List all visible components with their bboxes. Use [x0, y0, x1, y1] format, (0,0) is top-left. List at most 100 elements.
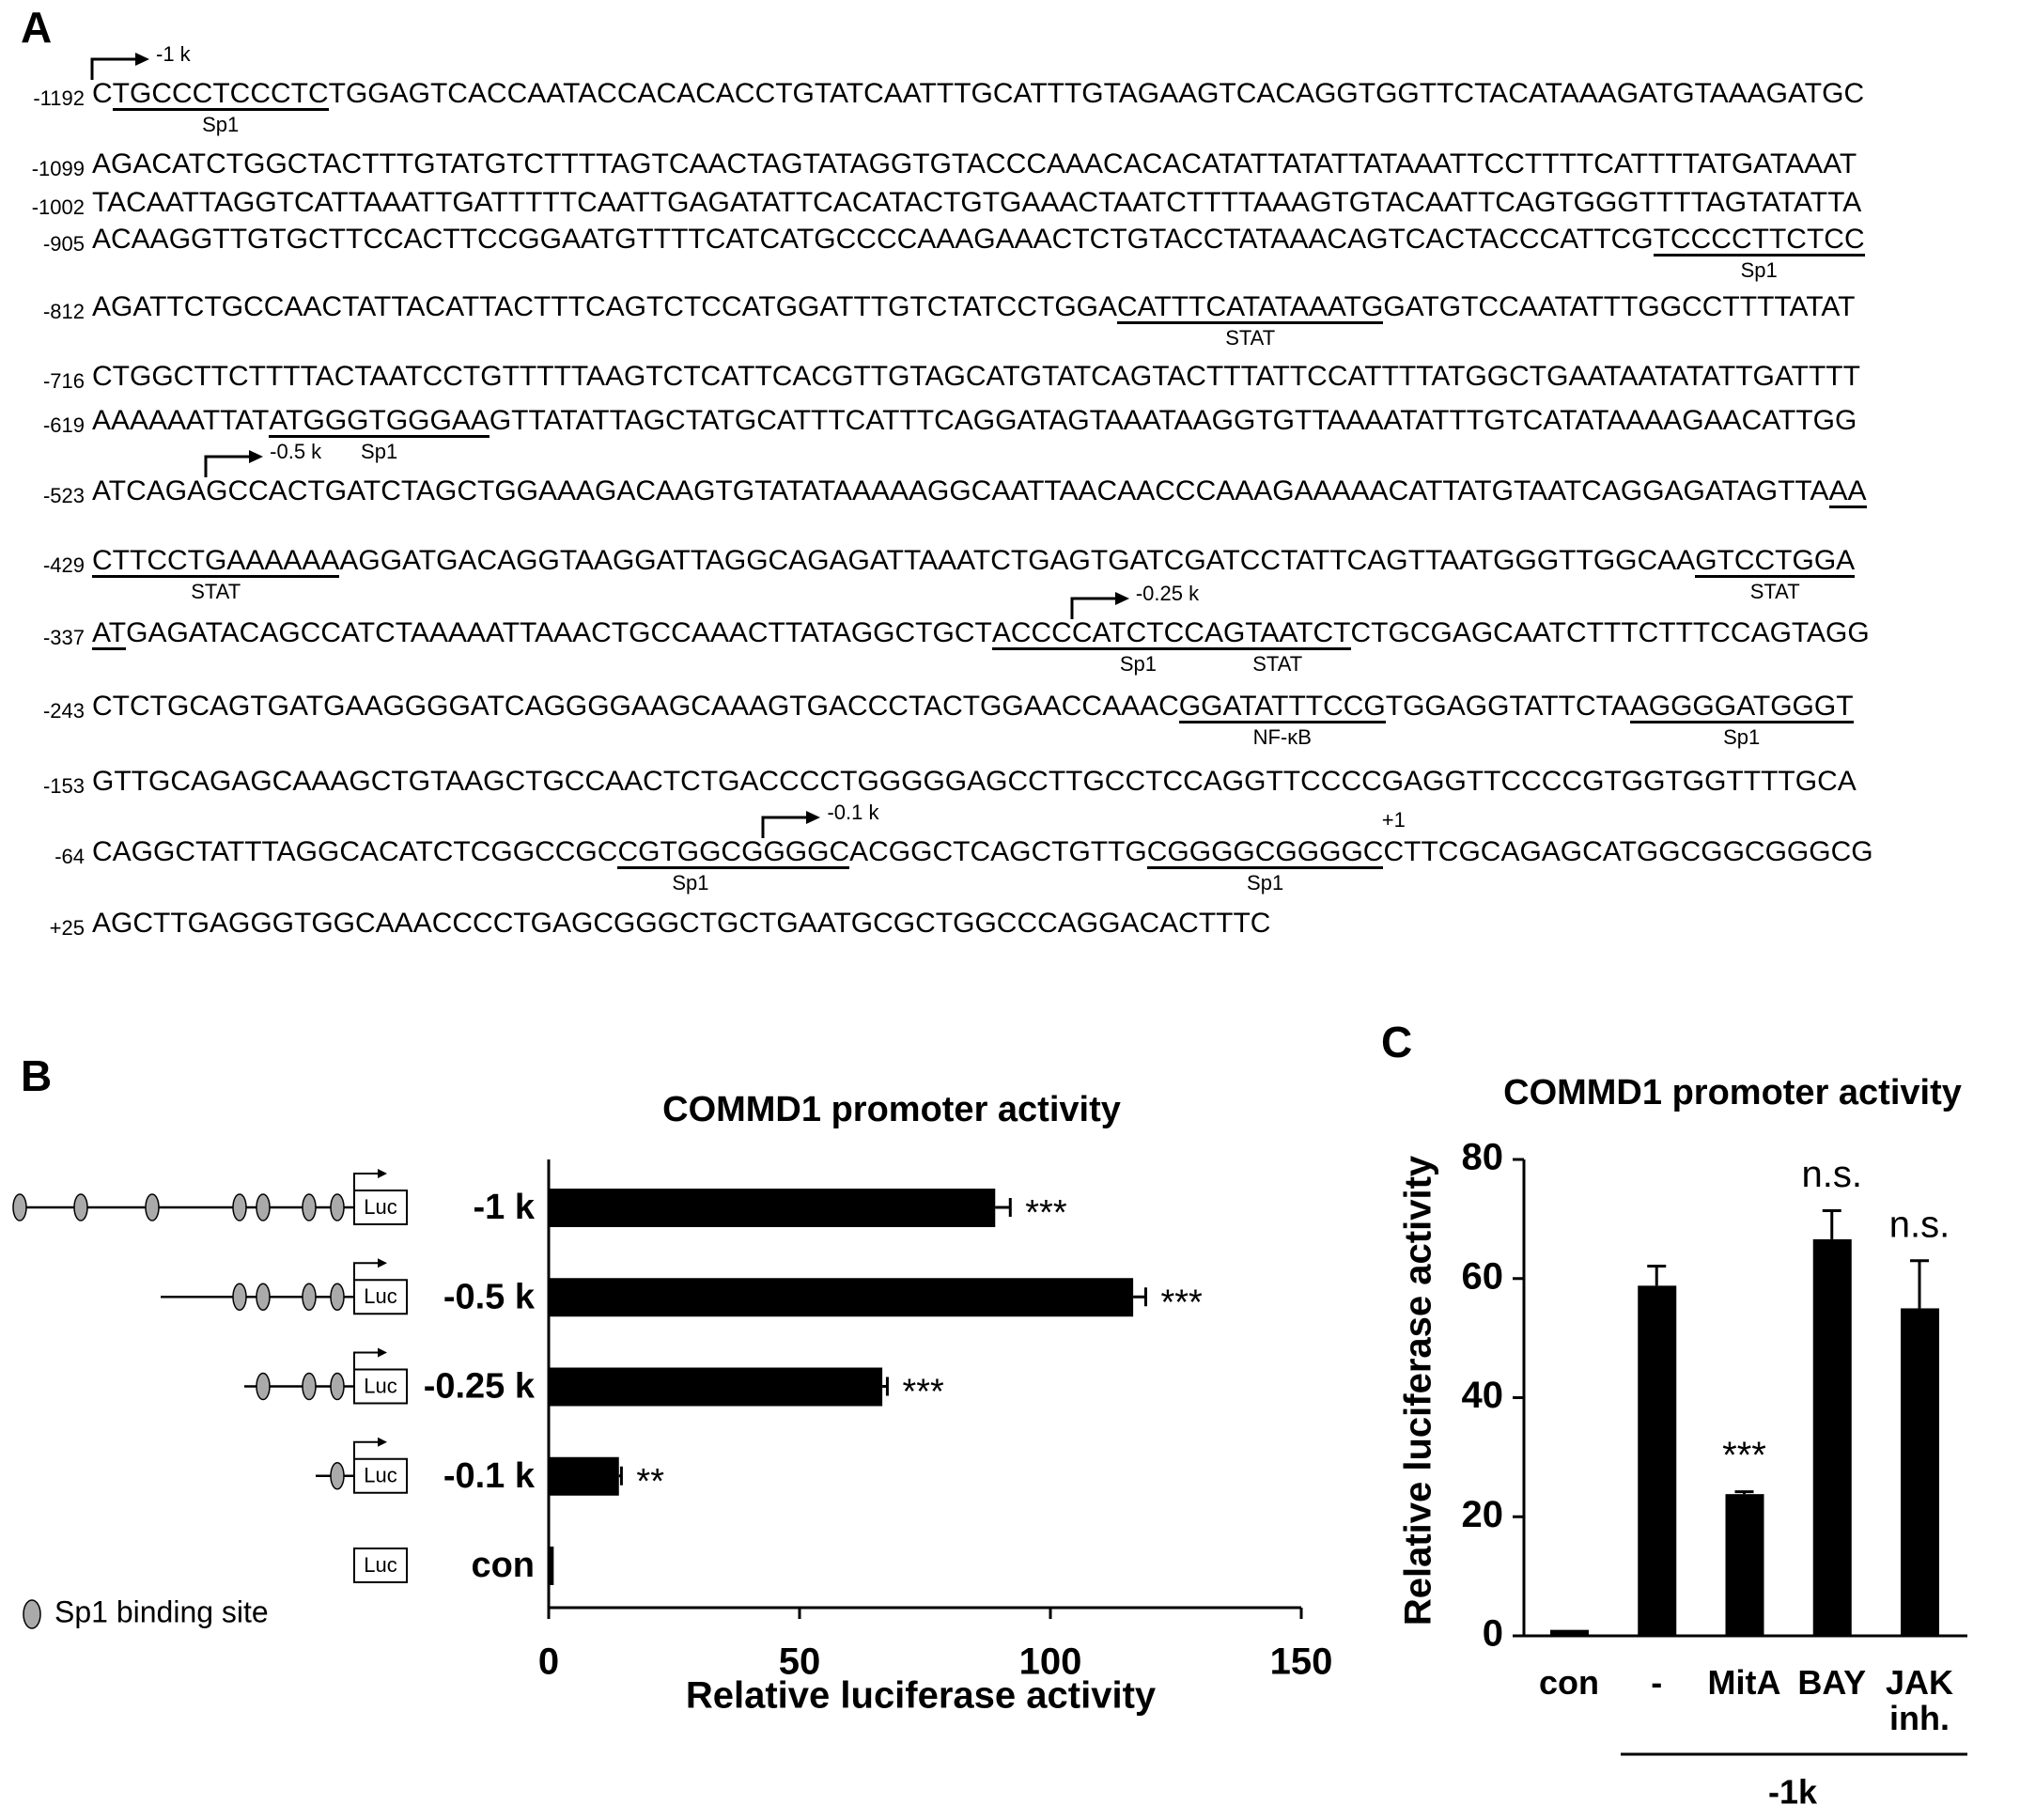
x-tick-label: 150	[1270, 1641, 1333, 1683]
nucleotides: ATGGGTGGGAA	[269, 405, 489, 436]
tss-arrow	[761, 811, 821, 838]
tss-label: -0.1 k	[827, 801, 879, 824]
nucleotides: CTGCGAGCAATCTTTCTTTCCAGTAGG	[1350, 617, 1870, 648]
nucleotides: TGCCCTCCCTC	[112, 78, 329, 109]
sequence: CAGGCTATTTAGGCACATCTCGGCCGCCGTGGCG Sp1 GGG…	[92, 801, 1873, 894]
arrow-line	[1070, 597, 1116, 619]
sequence-segment: CTGCGAGCAATCTTTCTTTCCAGTAGG	[1351, 619, 1870, 647]
position-label: -153	[42, 774, 85, 798]
promoter-arrow	[353, 1440, 380, 1459]
nucleotides: CTCTGCAGTGATGAAGGGGATCAGGGGAAGCAAAGTGACC…	[92, 691, 1179, 722]
position-label: -1192	[33, 86, 85, 110]
nucleotides: AAAAAATTAT	[92, 405, 270, 436]
site-label: Sp1	[672, 871, 709, 894]
promoter-arrow	[353, 1351, 380, 1370]
sp1-site	[302, 1372, 317, 1401]
position-label: -716	[42, 369, 85, 393]
category-label: -0.5 k	[443, 1277, 536, 1316]
site-label: STAT	[191, 580, 241, 603]
sequence-segment: ACAAGGTTGTGCTTCCACTTCCGGAATGTTTTCATCATGC…	[92, 226, 1654, 254]
nucleotides: AGATTCTGCCAACTATTACATTACTTTCAGTCTCCATGGA…	[92, 291, 1118, 322]
sequence: AGCTTGAGGGTGGCAAACCCCTGAGCGGGCTGCTGAATGC…	[92, 910, 1270, 938]
arrow-head	[806, 811, 821, 824]
bar	[549, 1278, 1134, 1317]
luc-label: Luc	[364, 1553, 396, 1577]
category-label: MitA	[1707, 1663, 1781, 1702]
nucleotides: TGGAGGTATTCTA	[1385, 691, 1630, 722]
arrow-line	[761, 816, 808, 838]
site-label: STAT	[1252, 652, 1303, 676]
x-tick-label: 50	[779, 1641, 821, 1683]
sequence: C -1 k TGCCCTCCCTC Sp1 TGGAGTCACCAATACCACACA…	[90, 42, 1865, 136]
promoter-arrow-head	[378, 1347, 387, 1358]
sp1-site	[145, 1193, 160, 1221]
binding-site: GTCCTGGA STAT	[1695, 545, 1856, 603]
nucleotides: TGGAGTCACCAATACCACACACCTGTATCAATTTGCATTT…	[328, 78, 1865, 109]
nucleotides: CATTTCATATAAATG	[1117, 291, 1384, 322]
site-label: Sp1	[1247, 871, 1284, 894]
nucleotides: AA	[1828, 475, 1867, 506]
nucleotides: CTTCCTGAAAAAA	[92, 545, 340, 576]
sequence-segment: AGGATGACAGGTAAGGATTAGGCAGAGATTAAATCTGAGT…	[339, 547, 1695, 575]
position-marker: +1	[1381, 808, 1406, 832]
arrow-head	[249, 450, 264, 463]
position-label: -812	[42, 300, 85, 323]
promoter-arrow-head	[378, 1169, 387, 1178]
bar	[1725, 1494, 1764, 1636]
nucleotides: GTCCTGGA	[1695, 545, 1856, 576]
sequence-segment: CTCTGCAGTGATGAAGGGGATCAGGGGAAGCAAAGTGACC…	[92, 692, 1179, 721]
x-tick-label: 0	[538, 1641, 559, 1683]
sequence: AGACATCTGGCTACTTTGTATGTCTTTTAGTCAACTAGTA…	[92, 150, 1857, 179]
nucleotides: CAGGCTATTTAGGCACATCTCGGCCGC	[92, 836, 618, 867]
sequence-segment: TACAATTAGGTCATTAAATTGATTTTTCAATTGAGATATT…	[92, 189, 1861, 217]
binding-site: CATCTCC Sp1 -0.25 k	[1070, 582, 1204, 676]
y-tick-label: 60	[1462, 1255, 1504, 1297]
binding-site: AA	[1828, 475, 1867, 508]
binding-site: AGTAATCT STAT	[1204, 619, 1351, 676]
category-label: BAY	[1797, 1663, 1867, 1702]
nucleotides: ACGGCTCAGCTGTTG	[849, 836, 1147, 867]
sequence-segment: TGGAGGTATTCTA	[1386, 692, 1630, 721]
tss-label: -1 k	[156, 42, 191, 66]
tss-arrow	[90, 53, 149, 80]
luc-box	[353, 1190, 408, 1225]
binding-site: CTTCCTGAAAAAA STAT	[92, 545, 340, 603]
bar	[549, 1456, 619, 1496]
nucleotides: GGGC	[763, 836, 850, 867]
nucleotides: GATGTCCAATATTTGGCCTTTTATAT	[1383, 291, 1856, 322]
significance-label: **	[636, 1462, 664, 1501]
binding-site: CATTTCATATAAATG STAT	[1117, 291, 1384, 350]
luc-box	[353, 1457, 408, 1494]
legend-symbol	[23, 1599, 41, 1629]
nucleotides: GTTATATTAGCTATGCATTTCATTTCAGGATAGTAAATAA…	[489, 405, 1857, 436]
panel-label: A	[21, 3, 53, 52]
position-label: -1002	[31, 195, 85, 219]
sequence: CTCTGCAGTGATGAAGGGGATCAGGGGAAGCAAAGTGACC…	[92, 691, 1854, 749]
binding-site: TGCCCTCCCTC Sp1	[112, 78, 329, 136]
nucleotides: GGATATTTCCG	[1178, 691, 1386, 722]
sequence: TACAATTAGGTCATTAAATTGATTTTTCAATTGAGATATT…	[92, 189, 1861, 217]
promoter-arrow	[353, 1262, 380, 1281]
sp1-site	[232, 1283, 247, 1311]
significance-label: ***	[902, 1373, 944, 1412]
bar	[1901, 1308, 1939, 1636]
sequence: CTTCCTGAAAAAA STAT AGGATGACAGGTAAGGATTAGGC…	[92, 545, 1856, 603]
binding-site: GGGC -0.1 k	[761, 801, 878, 869]
luc-label: Luc	[364, 1464, 396, 1487]
sequence: ATCAGAGCCACTGATCTAGCTGGAAAGACAAGTGTATATA…	[92, 440, 1867, 508]
sp1-site	[256, 1193, 271, 1221]
luc-label: Luc	[364, 1195, 396, 1219]
nucleotides: AGGATGACAGGTAAGGATTAGGCAGAGATTAAATCTGAGT…	[339, 545, 1696, 576]
position-label: -429	[42, 553, 85, 577]
nucleotides: ACAAGGTTGTGCTTCCACTTCCGGAATGTTTTCATCATGC…	[92, 224, 1654, 255]
category-label: -	[1651, 1663, 1663, 1702]
tss-arrow	[204, 450, 264, 477]
category-label: con	[471, 1546, 535, 1585]
chart-title: COMMD1 promoter activity	[1503, 1073, 1962, 1112]
site-label: NF-κB	[1252, 725, 1312, 749]
arrow-line	[90, 57, 136, 80]
sequence: CTGGCTTCTTTTACTAATCCTGTTTTTAAGTCTCATTCAC…	[92, 363, 1860, 391]
luc-box	[353, 1548, 408, 1583]
